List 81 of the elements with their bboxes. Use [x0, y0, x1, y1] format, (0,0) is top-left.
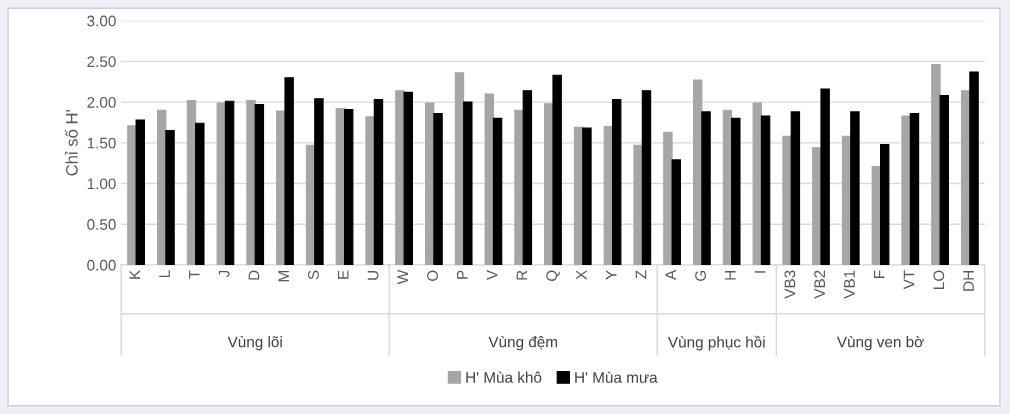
- x-tick-label: Z: [635, 270, 647, 279]
- bar: [820, 88, 830, 265]
- text: Vùng ven bờ: [836, 335, 924, 351]
- y-tick-label: 1.50: [87, 137, 116, 149]
- x-tick-label: I: [754, 271, 766, 273]
- text: Vùng phục hồi: [667, 335, 765, 351]
- x-tick-label: LO: [933, 270, 945, 289]
- x-tick-label: V: [486, 269, 498, 280]
- bar: [850, 111, 860, 265]
- x-tick-label: VT: [903, 270, 915, 290]
- x-tick-label: P: [457, 270, 468, 279]
- bar: [969, 71, 979, 265]
- bar: [671, 159, 681, 265]
- x-tick-label: E: [337, 270, 349, 279]
- y-tick-label: 3.00: [87, 15, 116, 27]
- x-tick-label: R: [516, 270, 528, 280]
- bar: [246, 99, 256, 265]
- bar: [484, 93, 494, 265]
- bar: [403, 91, 413, 265]
- x-tick-label: M: [278, 271, 289, 282]
- bar: [254, 104, 265, 265]
- bar: [463, 101, 473, 265]
- x-tick-label: F: [873, 270, 885, 278]
- x-tick-label: O: [427, 270, 438, 281]
- y-tick-label: 1.00: [87, 178, 116, 190]
- bar: [314, 98, 324, 265]
- bar: [939, 95, 949, 265]
- bar: [760, 115, 771, 265]
- y-tick-label: 2.00: [87, 96, 116, 108]
- x-tick-label: DH: [963, 271, 974, 291]
- x-tick-label: A: [665, 269, 677, 280]
- x-tick-label: U: [367, 271, 379, 280]
- x-tick-label: S: [308, 270, 319, 280]
- x-tick-label: D: [248, 270, 260, 280]
- bar: [582, 127, 592, 265]
- x-tick-label: W: [397, 269, 409, 285]
- x-tick-label: L: [159, 270, 170, 278]
- y-tick-label: 0.50: [87, 219, 116, 230]
- text: Vùng lõi: [227, 335, 282, 351]
- bar: [782, 135, 792, 265]
- x-tick-label: VB3: [784, 270, 796, 299]
- bar: [492, 117, 503, 265]
- x-tick-label: J: [218, 270, 230, 278]
- bar: [790, 111, 801, 265]
- bar: [165, 130, 175, 265]
- bar: [365, 116, 375, 265]
- bar: [343, 108, 354, 265]
- y-tick-label: 2.50: [87, 56, 116, 68]
- bar: [216, 102, 226, 265]
- bar: [195, 122, 205, 265]
- bar: [731, 117, 741, 265]
- text: Vùng đệm: [488, 335, 558, 351]
- bar: [633, 144, 643, 265]
- bar: [284, 77, 294, 265]
- x-tick-label: G: [695, 270, 706, 281]
- x-tick-label: K: [129, 269, 141, 279]
- bar: [514, 109, 524, 265]
- x-tick-label: Y: [605, 270, 617, 280]
- bar: [752, 102, 762, 265]
- bar: [552, 74, 562, 265]
- x-tick-label: H: [725, 271, 736, 280]
- bar: [641, 90, 652, 265]
- x-tick-label: VB2: [814, 270, 825, 299]
- bar: [901, 115, 911, 265]
- bar: [135, 119, 145, 265]
- x-tick-label: X: [576, 270, 587, 280]
- bar: [522, 90, 533, 265]
- bar: [611, 99, 622, 265]
- x-tick-label: T: [189, 270, 200, 279]
- y-tick-label: 0.00: [87, 259, 116, 271]
- bar: [224, 100, 235, 265]
- legend-label: H' Mùa mưa: [575, 371, 658, 383]
- y-axis-title: Chỉ số H': [64, 110, 78, 176]
- bar: [373, 99, 384, 265]
- x-tick-label: Q: [546, 270, 560, 281]
- bar: [701, 111, 711, 265]
- legend-label: H' Mùa khô: [466, 371, 542, 383]
- x-tick-label: VB1: [844, 270, 855, 299]
- bar: [909, 112, 920, 265]
- bar: [879, 143, 890, 265]
- bar: [433, 112, 443, 265]
